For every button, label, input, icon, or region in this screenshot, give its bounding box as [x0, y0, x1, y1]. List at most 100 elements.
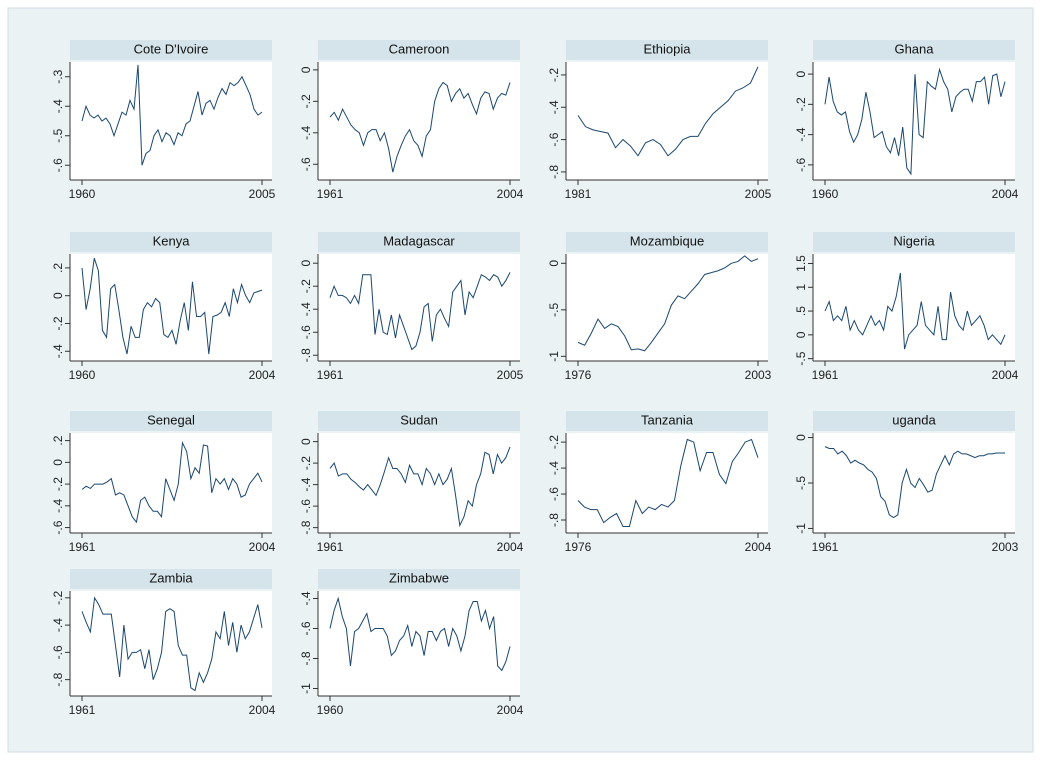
x-tick-label: 2005 [497, 368, 524, 382]
series-line [824, 67, 1006, 176]
y-tick-label: -.4 [51, 499, 65, 513]
y-tick-label: -.6 [547, 487, 561, 501]
y-tick-label: -.6 [299, 157, 313, 171]
y-tick-label: -.5 [794, 351, 808, 365]
y-tick-label: -.4 [51, 344, 65, 358]
y-tick-label: -.4 [51, 618, 65, 632]
y-tick-label: -.5 [794, 476, 808, 490]
y-tick-label: -.4 [547, 461, 561, 475]
y-tick-label: 0 [794, 434, 808, 441]
y-tick-label: -.2 [51, 477, 65, 491]
y-tick-label: -.5 [51, 128, 65, 142]
y-tick-label: -.4 [51, 99, 65, 113]
y-tick-label: -.4 [794, 127, 808, 141]
x-tick-label: 1961 [317, 187, 344, 201]
panel-title: Zimbabwe [389, 570, 449, 585]
panel-title: Ghana [894, 41, 934, 56]
y-tick-label: .2 [51, 435, 65, 445]
series-line [81, 596, 263, 692]
plot-region [813, 62, 1015, 180]
x-tick-label: 1961 [69, 703, 96, 717]
panel-title: Kenya [153, 233, 191, 248]
panel-header [318, 569, 520, 589]
x-tick-label: 2004 [992, 187, 1019, 201]
panel-title: Nigeria [893, 233, 935, 248]
panel-title: Sudan [400, 412, 438, 427]
series-line [577, 255, 759, 352]
y-tick-label: -.8 [299, 348, 313, 362]
x-tick-label: 1961 [317, 368, 344, 382]
y-tick-label: 0 [299, 260, 313, 267]
x-tick-label: 2004 [497, 187, 524, 201]
panel-header [566, 40, 768, 60]
series-line [577, 66, 759, 157]
panel-title: Cameroon [389, 41, 450, 56]
series-line [577, 438, 759, 528]
x-tick-label: 2005 [745, 187, 772, 201]
panel-title: uganda [892, 412, 936, 427]
series-line [81, 440, 263, 524]
panel-header [318, 40, 520, 60]
panel-header [813, 411, 1015, 431]
series-line [329, 446, 511, 528]
series-line [329, 272, 511, 351]
y-tick-label: -.2 [794, 97, 808, 111]
panel-title: Madagascar [383, 233, 455, 248]
panel-header [566, 232, 768, 252]
x-tick-label: 1981 [565, 187, 592, 201]
series-line [824, 446, 1005, 519]
y-tick-label: -.2 [51, 316, 65, 330]
series-line [329, 81, 511, 173]
x-tick-label: 2004 [249, 703, 276, 717]
series-line [824, 272, 1006, 350]
x-tick-label: 1961 [812, 368, 839, 382]
panel-header [318, 411, 520, 431]
x-tick-label: 1960 [317, 703, 344, 717]
x-tick-label: 1961 [317, 540, 344, 554]
y-tick-label: -.4 [299, 302, 313, 316]
panel-header [566, 411, 768, 431]
y-tick-label: 0 [51, 459, 65, 466]
y-tick-label: 0 [547, 260, 561, 267]
x-tick-label: 2004 [497, 703, 524, 717]
y-tick-label: .5 [794, 306, 808, 316]
panel-header [813, 40, 1015, 60]
y-tick-label: 1 [794, 284, 808, 291]
x-tick-label: 2004 [249, 540, 276, 554]
y-tick-label: 0 [299, 66, 313, 73]
panel-header [70, 411, 272, 431]
panel-header [70, 232, 272, 252]
y-tick-label: -.6 [51, 158, 65, 172]
y-tick-label: 0 [299, 438, 313, 445]
x-tick-label: 2003 [992, 540, 1019, 554]
plot-region [318, 433, 520, 533]
panel-title: Mozambique [630, 233, 704, 248]
plot-region [813, 433, 1015, 533]
plot-region [70, 433, 272, 533]
series-line [329, 596, 511, 672]
y-tick-label: -.8 [299, 520, 313, 534]
panel-header [70, 40, 272, 60]
series-line [81, 258, 263, 355]
y-tick-label: -.2 [547, 435, 561, 449]
y-tick-label: 1.5 [794, 255, 808, 272]
panel-header [318, 232, 520, 252]
y-tick-label: 0 [51, 292, 65, 299]
x-tick-label: 1960 [69, 187, 96, 201]
y-tick-label: -.2 [299, 456, 313, 470]
y-tick-label: -.4 [299, 591, 313, 605]
x-tick-label: 2004 [249, 368, 276, 382]
panel-title: Tanzania [641, 412, 694, 427]
x-tick-label: 1960 [69, 368, 96, 382]
y-tick-label: -.6 [299, 621, 313, 635]
y-tick-label: -.2 [299, 279, 313, 293]
panel-title: Ethiopia [644, 41, 692, 56]
y-tick-label: 0 [794, 331, 808, 338]
plot-region [813, 254, 1015, 361]
y-tick-label: -.8 [51, 672, 65, 686]
plot-region [318, 62, 520, 180]
plot-region [318, 254, 520, 361]
y-tick-label: -.2 [299, 94, 313, 108]
y-tick-label: -.2 [51, 590, 65, 604]
